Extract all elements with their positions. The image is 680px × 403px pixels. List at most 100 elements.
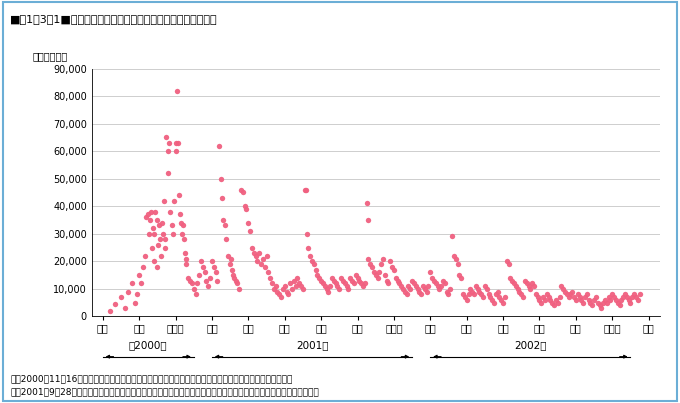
Point bbox=[137, 264, 148, 270]
Point bbox=[514, 289, 525, 295]
Point bbox=[517, 294, 528, 300]
Point bbox=[565, 291, 576, 297]
Point bbox=[196, 258, 207, 264]
Point bbox=[388, 266, 399, 273]
Point bbox=[167, 222, 177, 229]
Point bbox=[545, 297, 556, 303]
Point bbox=[267, 280, 277, 287]
Point bbox=[323, 289, 334, 295]
Point bbox=[105, 308, 116, 315]
Point bbox=[180, 256, 191, 262]
Point bbox=[528, 283, 539, 289]
Point bbox=[390, 274, 401, 281]
Point bbox=[562, 291, 573, 297]
Point bbox=[152, 241, 163, 248]
Point bbox=[228, 272, 239, 278]
Point bbox=[487, 297, 498, 303]
Point bbox=[123, 289, 134, 295]
Point bbox=[356, 280, 367, 287]
Point bbox=[146, 208, 156, 215]
Point bbox=[590, 294, 601, 300]
Point bbox=[505, 274, 516, 281]
Point bbox=[161, 134, 172, 141]
Point bbox=[414, 289, 425, 295]
Point bbox=[563, 294, 574, 300]
Point bbox=[175, 220, 186, 226]
Point bbox=[183, 274, 194, 281]
Point bbox=[399, 289, 410, 295]
Point bbox=[394, 280, 405, 287]
Point bbox=[221, 236, 232, 243]
Point bbox=[589, 297, 600, 303]
Point bbox=[177, 231, 188, 237]
Point bbox=[152, 217, 163, 223]
Point bbox=[450, 256, 461, 262]
Point bbox=[532, 294, 543, 300]
Point bbox=[624, 297, 634, 303]
Point bbox=[224, 261, 235, 267]
Point bbox=[175, 211, 186, 218]
Point bbox=[205, 274, 216, 281]
Point bbox=[343, 286, 354, 292]
Point bbox=[126, 280, 137, 287]
Point bbox=[181, 261, 192, 267]
Point bbox=[116, 294, 126, 300]
Point bbox=[350, 272, 361, 278]
Point bbox=[496, 297, 507, 303]
Point bbox=[592, 299, 603, 306]
Point bbox=[173, 192, 184, 198]
Point bbox=[509, 280, 520, 287]
Point bbox=[299, 187, 310, 193]
Point bbox=[367, 264, 377, 270]
Point bbox=[516, 291, 527, 297]
Point bbox=[536, 299, 547, 306]
Point bbox=[292, 274, 303, 281]
Point bbox=[339, 280, 350, 287]
Point bbox=[479, 283, 490, 289]
Point bbox=[603, 294, 614, 300]
Point bbox=[576, 297, 587, 303]
Point bbox=[625, 299, 636, 306]
Point bbox=[401, 291, 412, 297]
Point bbox=[619, 291, 630, 297]
Point bbox=[270, 283, 281, 289]
Point bbox=[146, 244, 157, 251]
Point bbox=[286, 286, 297, 292]
Point bbox=[248, 250, 259, 256]
Point bbox=[332, 283, 343, 289]
Point bbox=[150, 208, 161, 215]
Point bbox=[466, 289, 477, 295]
Point bbox=[223, 253, 234, 259]
Point bbox=[309, 261, 320, 267]
Point bbox=[305, 253, 316, 259]
Point bbox=[377, 256, 388, 262]
Point bbox=[538, 294, 549, 300]
Point bbox=[556, 283, 566, 289]
Point bbox=[364, 261, 375, 267]
Point bbox=[314, 274, 325, 281]
Point bbox=[252, 258, 263, 264]
Point bbox=[163, 139, 174, 146]
Point bbox=[522, 280, 532, 287]
Point bbox=[477, 294, 488, 300]
Point bbox=[534, 297, 545, 303]
Point bbox=[160, 244, 171, 251]
Point bbox=[318, 280, 328, 287]
Point bbox=[310, 266, 321, 273]
Point bbox=[179, 250, 190, 256]
Point bbox=[168, 197, 179, 204]
Point bbox=[507, 277, 517, 284]
Point bbox=[214, 142, 224, 149]
Point bbox=[172, 87, 183, 94]
Point bbox=[201, 277, 212, 284]
Text: （トン／日）: （トン／日） bbox=[32, 51, 67, 61]
Point bbox=[520, 277, 530, 284]
Point bbox=[560, 289, 571, 295]
Point bbox=[151, 264, 162, 270]
Point bbox=[503, 261, 514, 267]
Point bbox=[277, 286, 288, 292]
Point bbox=[443, 291, 454, 297]
Point bbox=[436, 283, 447, 289]
Point bbox=[456, 274, 466, 281]
Point bbox=[385, 258, 396, 264]
